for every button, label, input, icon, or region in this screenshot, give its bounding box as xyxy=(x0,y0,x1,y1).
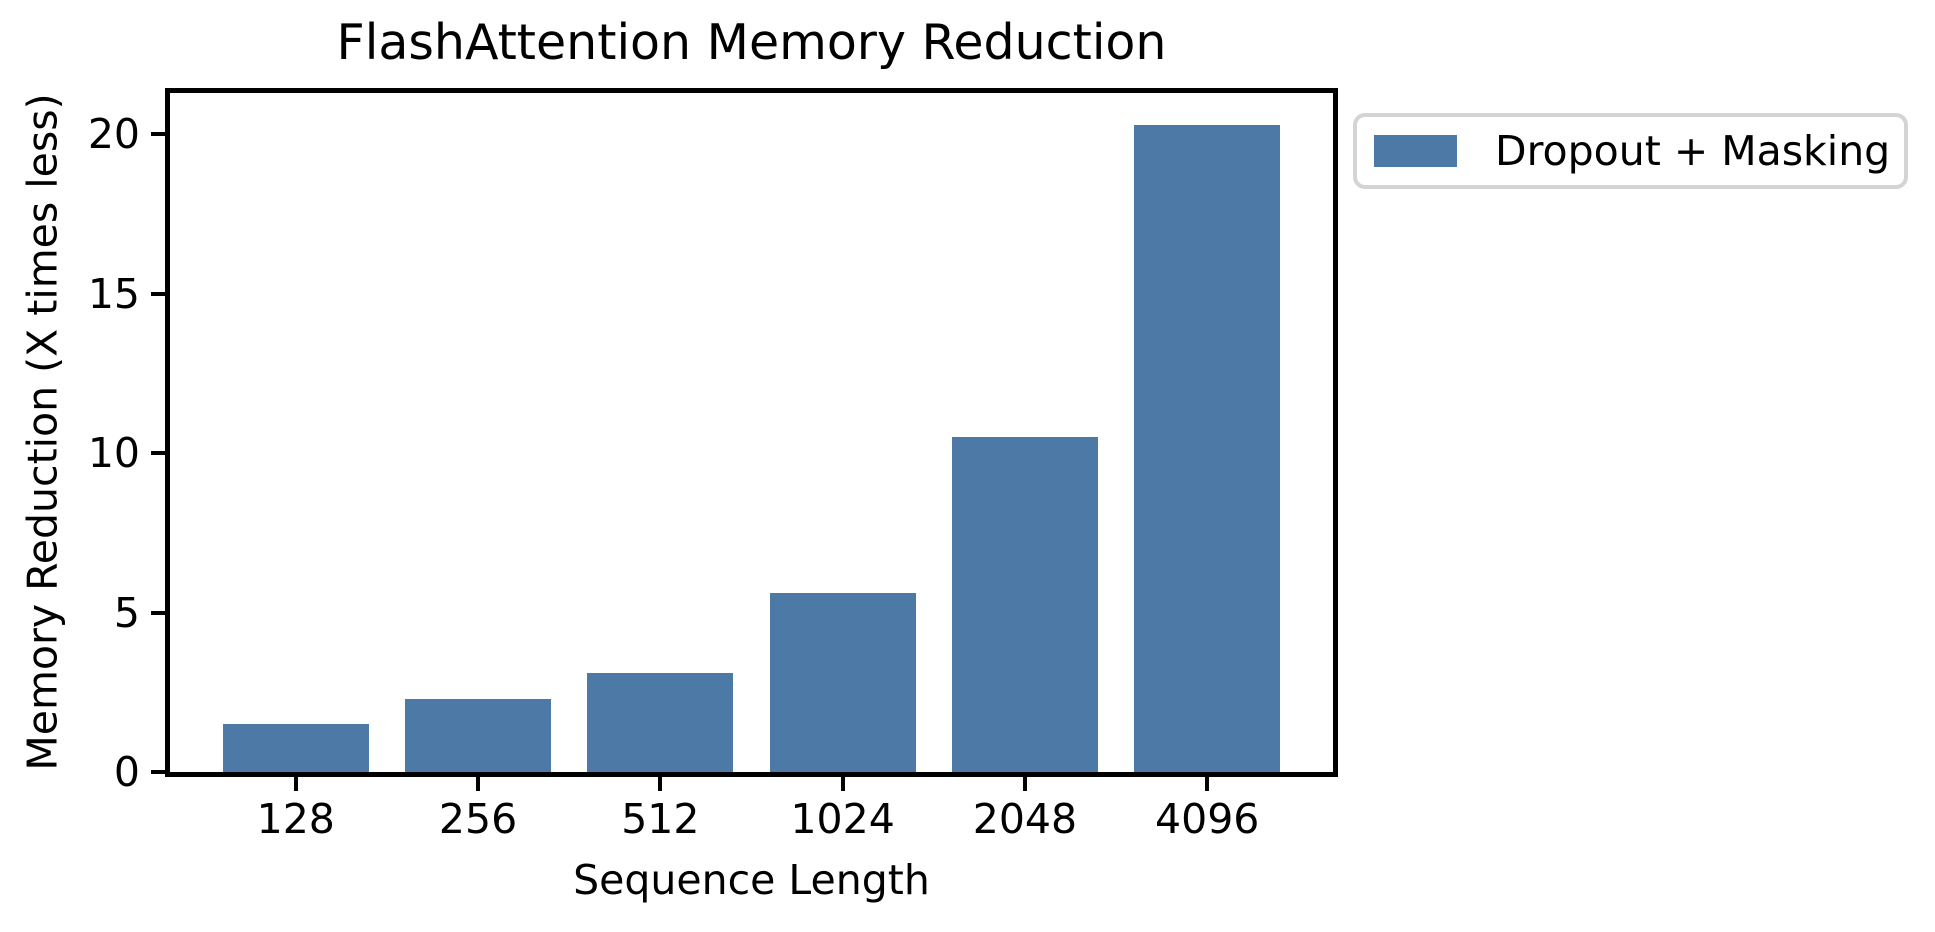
x-tick-mark-512 xyxy=(658,777,663,791)
y-tick-mark-10 xyxy=(151,451,165,456)
y-tick-mark-15 xyxy=(151,291,165,296)
y-tick-mark-5 xyxy=(151,610,165,615)
x-tick-label-2048: 2048 xyxy=(972,795,1078,843)
x-tick-mark-4096 xyxy=(1205,777,1210,791)
y-tick-label-0: 0 xyxy=(113,748,140,796)
y-tick-label-10: 10 xyxy=(87,429,140,478)
y-tick-mark-0 xyxy=(151,770,165,774)
x-axis-label: Sequence Length xyxy=(573,856,930,904)
legend-label: Dropout + Masking xyxy=(1495,126,1891,175)
y-tick-mark-20 xyxy=(151,132,165,137)
plot-area xyxy=(151,88,1338,791)
bar-1024 xyxy=(769,593,916,772)
bar-128 xyxy=(222,724,369,772)
x-tick-mark-1024 xyxy=(840,777,845,791)
bar-512 xyxy=(587,673,734,772)
x-tick-mark-256 xyxy=(476,777,481,791)
x-tick-mark-128 xyxy=(293,777,298,791)
x-tick-mark-2048 xyxy=(1022,777,1027,791)
bar-256 xyxy=(405,698,551,772)
x-tick-label-256: 256 xyxy=(438,795,518,843)
chart-title: FlashAttention Memory Reduction xyxy=(336,14,1167,71)
bar-2048 xyxy=(952,437,1098,772)
x-tick-label-512: 512 xyxy=(621,795,700,843)
bar-4096 xyxy=(1134,124,1281,772)
x-tick-label-1024: 1024 xyxy=(790,795,895,843)
legend: Dropout + Masking xyxy=(1353,113,1908,189)
y-tick-label-5: 5 xyxy=(113,588,140,637)
y-tick-label-20: 20 xyxy=(87,110,140,159)
legend-swatch xyxy=(1374,135,1457,167)
x-tick-label-4096: 4096 xyxy=(1155,795,1260,843)
x-tick-label-128: 128 xyxy=(256,795,335,843)
y-tick-label-15: 15 xyxy=(87,269,140,318)
